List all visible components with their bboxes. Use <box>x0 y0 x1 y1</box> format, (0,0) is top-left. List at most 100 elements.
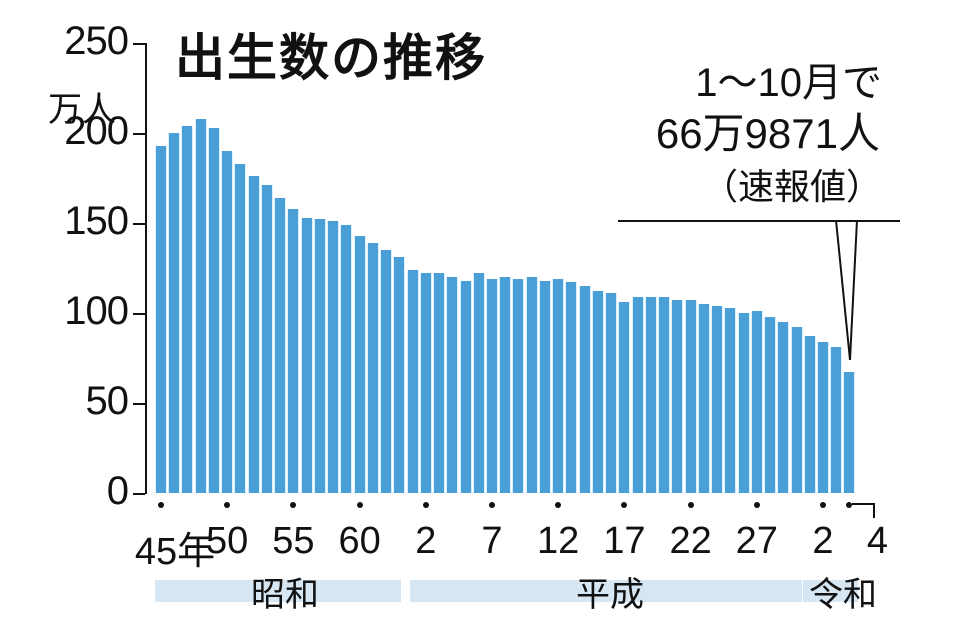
y-tick-mark <box>133 133 145 135</box>
bar <box>207 127 220 493</box>
annotation-preliminary: （速報値） <box>701 167 882 208</box>
bar <box>605 293 618 493</box>
bar <box>486 278 498 493</box>
x-tick-label: 22 <box>669 520 712 562</box>
bar <box>830 347 843 493</box>
x-tick-dot <box>158 502 164 508</box>
y-tick-label: 50 <box>85 379 130 423</box>
y-tick-mark <box>133 403 145 405</box>
bar <box>155 145 167 493</box>
bar <box>433 273 446 493</box>
x-tick-label: 55 <box>272 520 315 562</box>
bar <box>168 133 181 493</box>
bar <box>803 336 816 493</box>
bar <box>274 197 287 493</box>
bar <box>565 282 578 493</box>
bar <box>684 300 697 493</box>
bar <box>538 280 551 493</box>
callout-line <box>618 220 900 222</box>
x-tick-label: 4 <box>866 520 889 562</box>
x-tick-dot <box>753 502 760 508</box>
bar <box>644 296 657 493</box>
x-tick-label: 2 <box>415 520 437 562</box>
x-tick-label: 60 <box>338 520 381 562</box>
era-label: 平成 <box>576 575 644 615</box>
era-band <box>410 580 802 602</box>
annotation-value: 66万9871人 <box>655 110 880 157</box>
y-tick-mark <box>133 493 145 495</box>
x-tick-dot <box>356 502 363 508</box>
y-tick-mark <box>133 43 145 45</box>
bar <box>618 302 631 493</box>
x-tick-label: 45年 <box>134 531 216 573</box>
bar <box>406 269 419 493</box>
y-tick-label: 200 <box>64 109 129 153</box>
era-label: 令和 <box>809 575 877 615</box>
bar <box>234 163 247 493</box>
x-tick-dot <box>555 502 562 508</box>
bar <box>591 291 604 493</box>
x-tick-dot <box>224 502 231 508</box>
bar <box>459 280 472 493</box>
bar <box>393 257 406 493</box>
bar <box>737 313 750 493</box>
bar <box>499 277 512 493</box>
bar <box>764 316 777 493</box>
bar <box>750 311 763 493</box>
bar <box>327 221 340 493</box>
y-axis-line <box>145 43 147 494</box>
bar <box>525 277 538 493</box>
last-year-bracket <box>852 503 875 518</box>
y-tick-mark <box>133 223 145 225</box>
bar <box>194 118 207 493</box>
bar <box>366 242 379 493</box>
bar <box>181 125 194 493</box>
bar <box>697 304 710 493</box>
bar <box>287 208 300 493</box>
y-tick-mark <box>133 313 145 315</box>
x-tick-label: 12 <box>537 520 580 562</box>
bar <box>353 235 366 493</box>
x-tick-label: 27 <box>735 520 778 562</box>
bar <box>419 273 432 493</box>
bar <box>631 296 644 493</box>
bar <box>578 286 591 493</box>
x-tick-dot <box>422 502 429 508</box>
bar <box>671 300 684 493</box>
era-band <box>155 580 401 602</box>
bar <box>380 250 393 493</box>
chart-title: 出生数の推移 <box>175 29 487 87</box>
callout-pointer <box>835 219 858 361</box>
x-tick-label: 17 <box>603 520 646 562</box>
annotation-period: 1～10月で <box>695 61 882 105</box>
x-tick-label: 7 <box>481 520 503 562</box>
x-tick-dot <box>290 502 297 508</box>
x-tick-dot <box>687 502 694 508</box>
bar <box>724 307 737 493</box>
x-tick-dot <box>820 502 826 508</box>
bar <box>340 224 353 493</box>
era-band <box>803 580 858 602</box>
bar <box>817 341 829 493</box>
era-label: 昭和 <box>251 575 319 615</box>
y-tick-label: 250 <box>64 19 129 63</box>
x-tick-label: 50 <box>206 520 249 562</box>
bar <box>711 305 724 493</box>
bar <box>221 151 234 493</box>
bar <box>843 372 856 493</box>
bar <box>552 278 565 493</box>
y-tick-label: 100 <box>64 289 129 333</box>
bar <box>790 327 803 493</box>
bar <box>446 277 459 493</box>
x-tick-dot <box>489 502 495 508</box>
bar <box>472 273 485 493</box>
bar <box>300 217 313 493</box>
bar <box>658 296 671 493</box>
bar-series <box>152 0 872 623</box>
x-tick-dot <box>621 502 628 508</box>
x-tick-dot <box>846 502 853 508</box>
y-tick-label: 150 <box>64 199 129 243</box>
y-tick-label: 0 <box>106 469 129 513</box>
x-tick-label: 2 <box>812 520 834 562</box>
bar <box>260 185 273 493</box>
